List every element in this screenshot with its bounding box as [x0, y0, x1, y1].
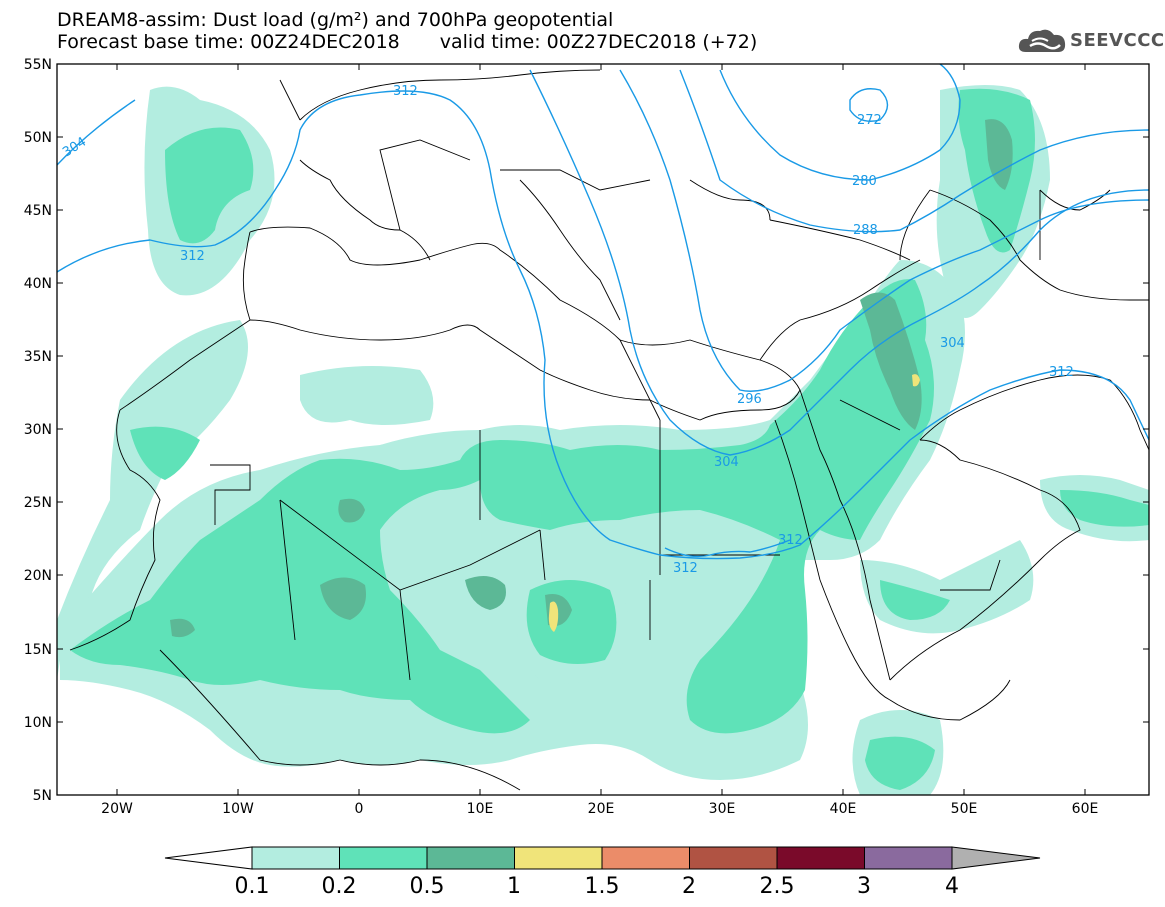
lon-label: 20W [101, 801, 133, 817]
lon-label: 60E [1072, 801, 1099, 817]
lat-label: 40N [24, 276, 52, 292]
contour-label: 304 [940, 336, 965, 351]
colorbar-box [514, 846, 603, 870]
dust-shading [57, 85, 1149, 795]
seevccc-logo: SEEVCCC [1018, 24, 1164, 58]
colorbar-tick: 0.2 [322, 874, 357, 899]
lat-label: 25N [24, 495, 52, 511]
lon-label: 40E [830, 801, 857, 817]
colorbar-box [689, 846, 778, 870]
map-subtitle: Forecast base time: 00Z24DEC2018 valid ti… [57, 32, 757, 52]
colorbar-box [776, 846, 865, 870]
colorbar-box [864, 846, 953, 870]
base-time: Forecast base time: 00Z24DEC2018 [57, 31, 400, 53]
map-title: DREAM8-assim: Dust load (g/m²) and 700hP… [57, 9, 614, 31]
colorbar-tick: 3 [857, 874, 871, 899]
logo-text: SEEVCCC [1070, 30, 1165, 51]
colorbar-tick: 0.5 [410, 874, 445, 899]
contour-label: 304 [714, 455, 739, 470]
cloud-icon [1018, 29, 1066, 52]
colorbar-tick: 1 [507, 874, 521, 899]
contour-labels: 304 312 312 272 280 288 304 296 304 312 … [60, 84, 1074, 576]
colorbar-tick: 4 [945, 874, 959, 899]
lon-label: 10E [467, 801, 494, 817]
lat-label: 55N [24, 57, 52, 73]
lon-label: 20E [588, 801, 615, 817]
lat-label: 50N [24, 130, 52, 146]
colorbar-box [426, 846, 515, 870]
latitude-labels: 55N 50N 45N 40N 35N 30N 25N 20N 15N 10N … [24, 57, 52, 804]
colorbar-box [339, 846, 428, 870]
colorbar: 0.1 0.2 0.5 1 1.5 2 2.5 3 4 [164, 846, 1041, 899]
lat-label: 15N [24, 642, 52, 658]
colorbar-box [601, 846, 690, 870]
colorbar-right-arrow [951, 846, 1041, 870]
geopotential-contours [57, 64, 1149, 560]
lat-label: 30N [24, 422, 52, 438]
lon-label: 50E [951, 801, 978, 817]
contour-label: 312 [1049, 365, 1074, 380]
axis-ticks [57, 63, 1149, 795]
colorbar-tick: 0.1 [235, 874, 270, 899]
coastlines [69, 69, 1149, 791]
contour-label: 312 [180, 249, 205, 264]
lat-label: 5N [33, 788, 52, 804]
lat-label: 10N [24, 715, 52, 731]
lat-label: 35N [24, 349, 52, 365]
contour-label: 272 [857, 113, 882, 128]
valid-time: valid time: 00Z27DEC2018 (+72) [439, 31, 758, 53]
contour-label: 312 [778, 533, 803, 548]
colorbar-tick: 2 [682, 874, 696, 899]
lon-label: 30E [709, 801, 736, 817]
colorbar-boxes [251, 846, 953, 870]
contour-label: 312 [673, 561, 698, 576]
colorbar-tick: 1.5 [585, 874, 620, 899]
lon-label: 10W [222, 801, 254, 817]
contour-label: 296 [737, 392, 762, 407]
longitude-labels: 20W 10W 0 10E 20E 30E 40E 50E 60E [101, 801, 1098, 817]
lat-label: 20N [24, 568, 52, 584]
colorbar-box [251, 846, 340, 870]
colorbar-left-arrow [164, 846, 253, 870]
lat-label: 45N [24, 203, 52, 219]
contour-label: 312 [393, 84, 418, 99]
contour-label: 280 [852, 174, 877, 189]
lon-label: 0 [355, 801, 364, 817]
contour-label: 288 [853, 223, 878, 238]
colorbar-tick: 2.5 [760, 874, 795, 899]
